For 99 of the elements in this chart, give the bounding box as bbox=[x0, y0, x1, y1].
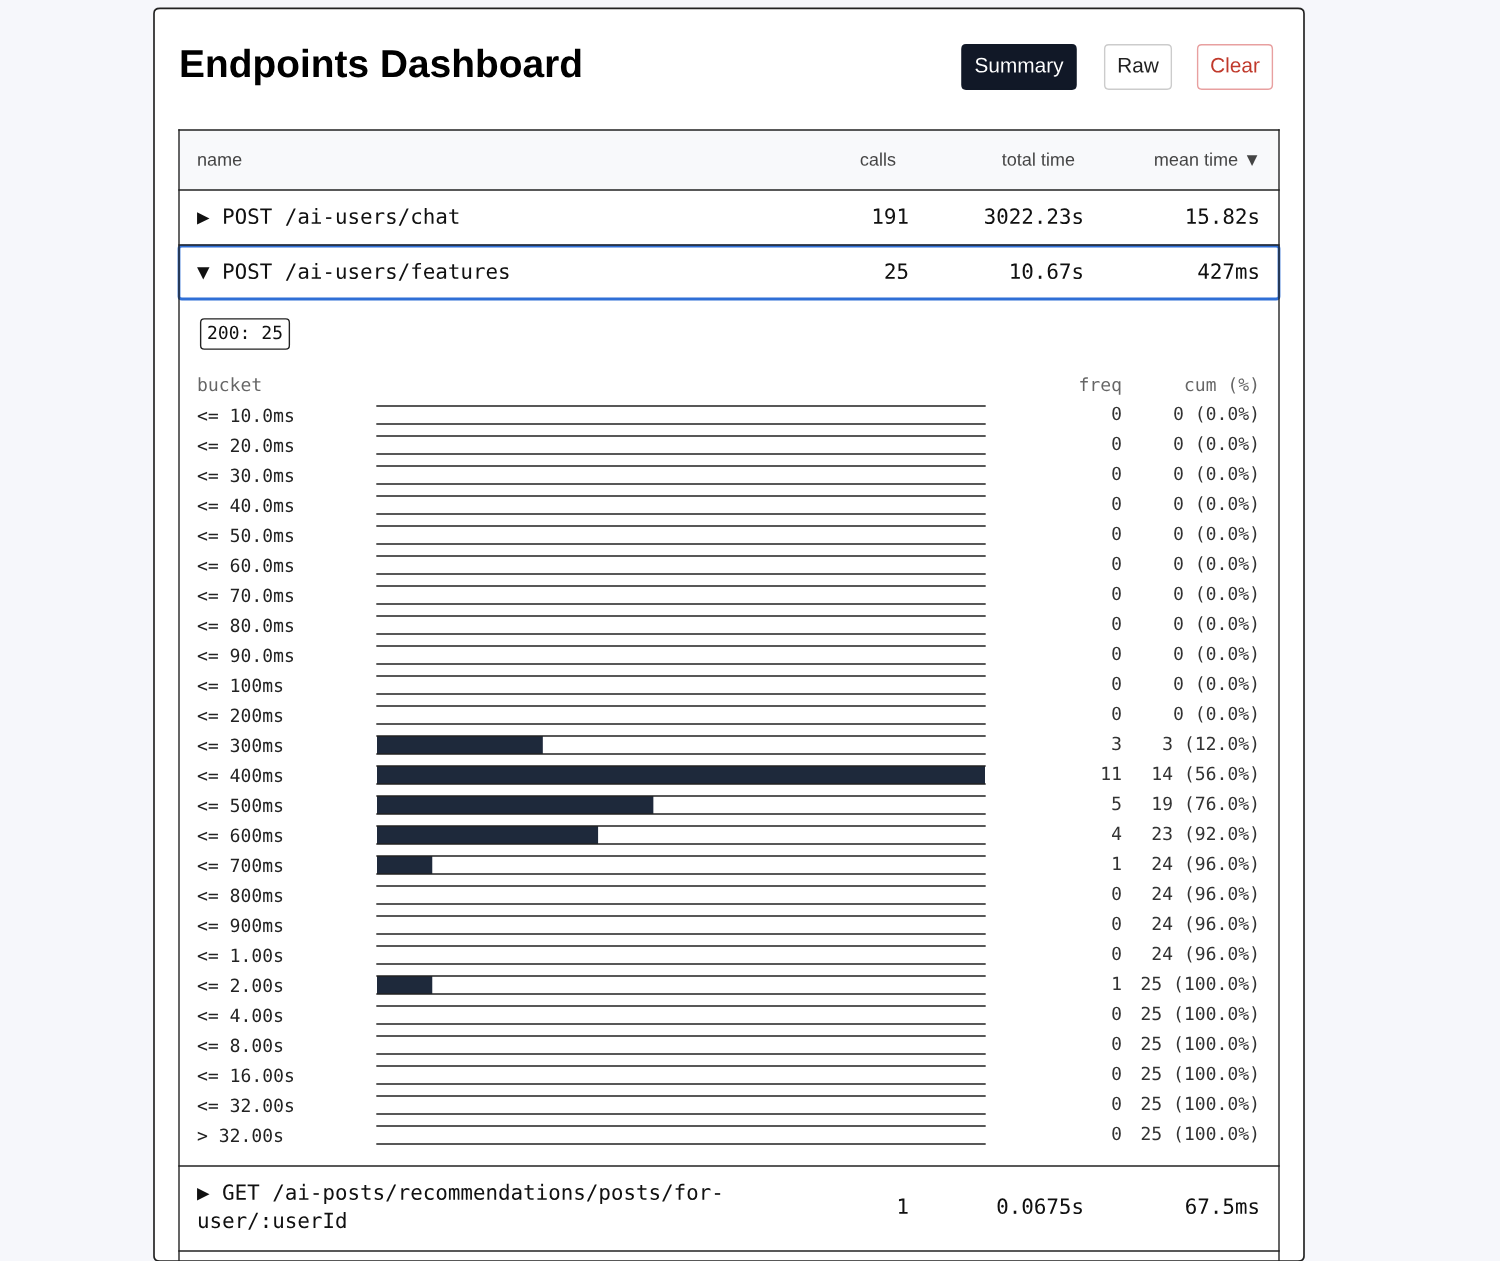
text: 3022.23s bbox=[985, 208, 1082, 225]
data-label: 0 bbox=[1112, 886, 1121, 901]
data-label: 0 bbox=[1112, 616, 1121, 631]
data-label: 5 bbox=[1112, 796, 1121, 811]
data-label: 0 bbox=[1112, 436, 1121, 451]
text: 14 (56.0%) bbox=[1153, 766, 1257, 783]
text: 25 (100.0%) bbox=[1141, 1096, 1257, 1113]
text: 0 (0.0%) bbox=[1174, 406, 1257, 423]
y-tick-label: <= 80.0ms bbox=[197, 618, 294, 633]
text: name bbox=[198, 155, 242, 166]
text: ▶ POST /ai-users/chat bbox=[197, 207, 459, 226]
data-label: 0 bbox=[1112, 556, 1121, 571]
text: 25 (100.0%) bbox=[1141, 1006, 1257, 1023]
data-label: 0 bbox=[1112, 526, 1121, 541]
text: 0 (0.0%) bbox=[1174, 646, 1257, 663]
text: 10.67s bbox=[1011, 263, 1082, 280]
y-tick-label: <= 400ms bbox=[197, 768, 283, 783]
text: 24 (96.0%) bbox=[1152, 946, 1257, 963]
data-label: 0 bbox=[1112, 406, 1121, 421]
y-tick-label: > 32.00s bbox=[197, 1128, 283, 1143]
text: 427ms bbox=[1198, 263, 1258, 280]
y-tick-label: <= 90.0ms bbox=[197, 648, 294, 663]
text: 0 (0.0%) bbox=[1174, 526, 1257, 543]
y-tick-label: <= 32.00s bbox=[197, 1098, 294, 1113]
text: 1 bbox=[898, 1198, 908, 1214]
data-label: 4 bbox=[1112, 826, 1122, 841]
text: 25 bbox=[885, 263, 908, 280]
data-label: 0 bbox=[1112, 1126, 1121, 1141]
text: 15.82s bbox=[1187, 208, 1258, 225]
y-tick-label: <= 16.00s bbox=[197, 1068, 294, 1083]
data-label: 11 bbox=[1102, 766, 1121, 781]
text: 25 (100.0%) bbox=[1141, 1126, 1257, 1143]
y-tick-label: <= 50.0ms bbox=[197, 528, 294, 543]
text: mean time ▼ bbox=[1155, 152, 1258, 166]
y-tick-label: <= 1.00s bbox=[197, 948, 283, 963]
text: 19 (76.0%) bbox=[1153, 796, 1257, 813]
text: ▼ POST /ai-users/features bbox=[197, 262, 509, 281]
text: 25 (100.0%) bbox=[1141, 1066, 1257, 1083]
y-tick-label: <= 40.0ms bbox=[197, 498, 294, 513]
text: 24 (96.0%) bbox=[1152, 856, 1257, 873]
text: 0 (0.0%) bbox=[1174, 706, 1257, 723]
y-tick-label: <= 4.00s bbox=[197, 1008, 283, 1023]
text: 200: 25 bbox=[208, 325, 282, 340]
text: 0 (0.0%) bbox=[1174, 616, 1257, 633]
text: Raw bbox=[1118, 58, 1159, 73]
data-label: 0 bbox=[1112, 646, 1121, 661]
text: cum (%) bbox=[1185, 377, 1257, 394]
text: 25 (100.0%) bbox=[1141, 1036, 1257, 1053]
y-tick-label: <= 500ms bbox=[197, 798, 283, 813]
y-tick-label: <= 10.0ms bbox=[197, 408, 294, 423]
y-tick-label: <= 70.0ms bbox=[197, 588, 294, 603]
text: 0 (0.0%) bbox=[1174, 586, 1257, 603]
data-label: 1 bbox=[1113, 976, 1121, 991]
text: total time bbox=[1002, 152, 1075, 166]
text: 0 (0.0%) bbox=[1174, 676, 1257, 693]
data-label: 0 bbox=[1112, 1006, 1121, 1021]
data-label: 1 bbox=[1113, 856, 1121, 871]
text: 0.0675s bbox=[997, 1198, 1082, 1215]
data-label: 0 bbox=[1112, 496, 1121, 511]
text: 0 (0.0%) bbox=[1174, 436, 1257, 453]
y-tick-label: <= 8.00s bbox=[197, 1038, 283, 1053]
text: 0 (0.0%) bbox=[1174, 496, 1257, 513]
data-label: 0 bbox=[1112, 676, 1121, 691]
data-label: 0 bbox=[1112, 1036, 1121, 1051]
text: ▶ GET /ai-posts/recommendations/posts/for- user/:userId bbox=[197, 1183, 721, 1230]
data-label: 0 bbox=[1112, 466, 1121, 481]
data-label: 3 bbox=[1112, 736, 1121, 751]
text: 0 (0.0%) bbox=[1174, 556, 1257, 573]
y-axis-title: bucket bbox=[198, 377, 261, 392]
text: 191 bbox=[873, 208, 908, 225]
y-tick-label: <= 2.00s bbox=[197, 978, 283, 993]
data-label: 0 bbox=[1112, 1096, 1121, 1111]
text: 0 (0.0%) bbox=[1174, 466, 1257, 483]
text: Summary bbox=[975, 57, 1064, 77]
text: 24 (96.0%) bbox=[1152, 886, 1257, 903]
y-tick-label: <= 100ms bbox=[197, 678, 283, 693]
y-tick-label: <= 30.0ms bbox=[197, 468, 294, 483]
text: freq bbox=[1080, 377, 1121, 395]
text: Clear bbox=[1211, 57, 1260, 73]
text: 25 (100.0%) bbox=[1141, 976, 1257, 993]
y-tick-label: <= 900ms bbox=[197, 918, 283, 933]
text: 23 (92.0%) bbox=[1152, 826, 1257, 843]
data-label: 0 bbox=[1112, 586, 1121, 601]
y-tick-label: <= 20.0ms bbox=[197, 438, 294, 453]
text: calls bbox=[860, 152, 896, 166]
y-tick-label: <= 200ms bbox=[197, 708, 283, 723]
text: 67.5ms bbox=[1186, 1198, 1258, 1215]
chart-title: Endpoints Dashboard bbox=[181, 48, 581, 86]
data-label: 0 bbox=[1112, 946, 1121, 961]
data-label: 0 bbox=[1112, 1066, 1121, 1081]
data-label: 0 bbox=[1112, 706, 1121, 721]
text: 24 (96.0%) bbox=[1152, 916, 1257, 933]
y-tick-label: <= 800ms bbox=[197, 888, 283, 903]
y-tick-label: <= 300ms bbox=[197, 738, 283, 753]
text: 3 (12.0%) bbox=[1163, 736, 1257, 753]
y-tick-label: <= 60.0ms bbox=[197, 558, 294, 573]
y-tick-label: <= 700ms bbox=[197, 858, 283, 873]
data-label: 0 bbox=[1112, 916, 1121, 931]
y-tick-label: <= 600ms bbox=[197, 828, 283, 843]
